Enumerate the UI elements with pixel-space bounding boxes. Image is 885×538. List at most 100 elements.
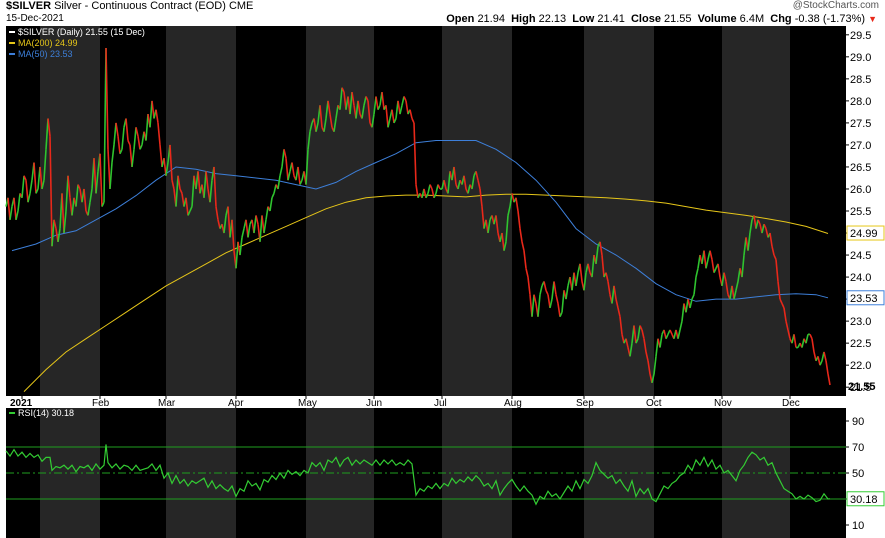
price-segment [165,162,169,176]
header-symbol: $SILVER Silver - Continuous Contract (EO… [6,0,253,12]
price-segment [575,272,579,287]
y-tick-label: 27.5 [850,118,871,130]
price-segment [335,105,339,119]
price-segment [279,166,283,176]
price-segment [67,175,71,198]
price-segment [287,171,291,181]
price-segment [181,193,185,207]
legend-price: $SILVER (Daily) 21.55 (15 Dec) [18,27,145,37]
price-segment [327,100,331,115]
price-segment [705,259,709,269]
price-segment [197,171,201,194]
price-segment [271,193,275,199]
price-segment [639,325,643,331]
price-segment [773,254,777,260]
price-segment [9,206,13,220]
y-tick-label: 29.5 [850,30,871,42]
price-segment [333,118,337,132]
price-segment [655,338,659,357]
price-segment [203,171,207,198]
price-segment [121,127,125,150]
price-segment [817,356,821,366]
price-segment [531,294,535,317]
price-segment [281,149,285,168]
price-segment [205,171,209,190]
price-segment [823,351,827,361]
high-label: High [511,13,536,25]
price-segment [405,100,409,115]
price-segment [731,285,735,300]
price-segment [87,202,91,216]
price-segment [749,219,753,234]
price-segment [215,206,219,220]
price-segment [703,250,707,269]
symbol-ticker: $SILVER [6,0,52,12]
price-segment [583,272,587,291]
price-segment [605,272,609,282]
price-segment [265,206,269,220]
price-segment [495,215,499,234]
price-segment [521,241,525,251]
price-segment [425,193,429,199]
y-tick-label: 23.0 [850,316,871,328]
low-value: 21.41 [597,13,625,25]
price-segment [95,171,99,194]
rsi-y-tick-label: 90 [852,416,864,428]
price-segment [285,158,289,181]
y-tick-label: 25.5 [850,206,871,218]
price-segment [619,316,623,335]
price-segment [645,351,649,361]
y-tick-label: 26.0 [850,184,871,196]
price-segment [641,329,645,339]
price-segment [177,175,181,190]
price-segment [43,149,47,181]
price-segment [99,153,103,207]
price-segment [53,219,57,229]
ohlc-readout: Open 21.94 High 22.13 Low 21.41 Close 21… [446,13,877,25]
rsi-y-tick-label: 70 [852,442,864,454]
price-segment [785,320,789,331]
price-segment [365,96,369,102]
price-segment [681,303,685,322]
price-segment [93,158,97,194]
price-segment [145,114,149,141]
price-segment [437,184,441,190]
price-segment [263,219,267,234]
price-segment [453,166,457,185]
price-segment [479,188,483,207]
price-segment [697,254,701,269]
y-tick-label: 29.0 [850,52,871,64]
price-segment [51,219,55,247]
price-segment [805,334,809,344]
price-segment [139,144,143,150]
price-segment [361,105,365,119]
x-tick-label: Oct [646,398,662,409]
price-segment [543,281,547,291]
price-segment [435,184,439,194]
price-segment [533,294,537,304]
watermark: @StockCharts.com [792,0,879,11]
price-segment [319,105,323,128]
price-segment [509,193,513,207]
price-segment [323,118,327,132]
month-band [166,26,236,396]
price-segment [553,281,557,295]
price-segment [635,338,639,344]
price-segment [429,184,433,190]
x-tick-label: Apr [228,398,244,409]
price-segment [185,197,189,216]
price-segment [217,219,221,229]
price-segment [709,250,713,260]
price-segment [119,149,123,155]
price-segment [49,136,53,247]
price-segment [189,206,193,212]
price-segment [171,179,175,190]
symbol-name: Silver - Continuous Contract (EOD) [54,0,226,12]
price-segment [777,281,781,300]
price-segment [39,166,43,190]
price-segment [403,96,407,102]
price-segment [25,180,29,203]
price-segment [45,118,49,150]
price-segment [607,281,611,295]
